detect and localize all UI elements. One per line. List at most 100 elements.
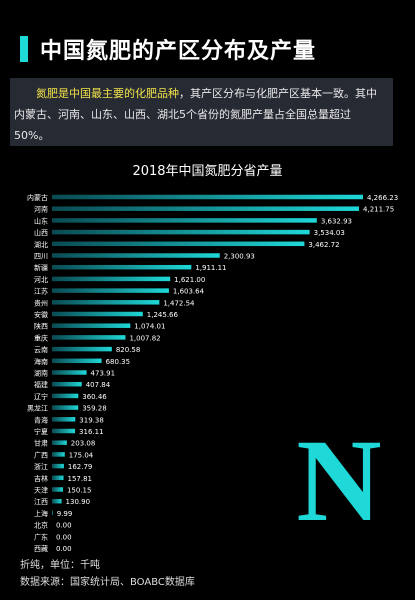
category-label: 江苏 — [34, 287, 48, 296]
bar — [52, 335, 126, 340]
bar — [52, 288, 169, 293]
category-label: 四川 — [34, 253, 48, 261]
page-title: 中国氮肥的产区分布及产量 — [40, 39, 317, 64]
bar — [52, 393, 79, 399]
value-label: 1,245.66 — [147, 311, 179, 319]
value-label: 0.00 — [56, 533, 72, 541]
value-label: 157.81 — [68, 475, 93, 483]
category-label: 新疆 — [34, 263, 48, 272]
intro-text: 氮肥是中国最主要的化肥品种，其产区分布与化肥产区基本一致。其中内蒙古、河南、山东… — [14, 83, 386, 146]
bar — [52, 498, 62, 504]
value-label: 1,621.00 — [174, 276, 205, 284]
value-label: 407.84 — [86, 381, 111, 389]
bar — [52, 510, 53, 516]
bar — [52, 487, 63, 492]
value-label: 1,074.01 — [134, 323, 165, 331]
bar — [52, 381, 82, 387]
bar — [52, 264, 192, 270]
bar — [52, 428, 76, 434]
category-label: 吉林 — [34, 474, 48, 483]
n-logo: N — [296, 430, 381, 530]
value-label: 4,211.75 — [363, 206, 394, 214]
value-label: 1,472.54 — [163, 299, 195, 307]
category-label: 福建 — [34, 380, 48, 389]
category-label: 云南 — [34, 345, 48, 354]
category-label: 河南 — [34, 205, 48, 214]
value-label: 316.11 — [79, 428, 104, 436]
value-label: 9.99 — [57, 510, 73, 518]
bar — [52, 206, 360, 211]
bar — [52, 241, 305, 247]
bar — [52, 440, 67, 445]
value-label: 359.28 — [82, 405, 107, 413]
bar — [52, 452, 65, 457]
bar — [52, 475, 64, 481]
category-label: 重庆 — [34, 333, 48, 342]
unit-note: 折纯，单位：千吨 — [20, 560, 100, 571]
category-label: 宁夏 — [34, 427, 48, 436]
value-label: 150.15 — [67, 487, 92, 495]
value-label: 3,534.03 — [314, 229, 345, 237]
bar — [52, 311, 143, 317]
bar — [52, 346, 112, 352]
category-label: 安徽 — [34, 310, 48, 319]
category-label: 西藏 — [34, 544, 48, 553]
category-label: 内蒙古 — [27, 193, 48, 202]
value-label: 175.04 — [69, 451, 94, 459]
category-label: 浙江 — [34, 462, 48, 471]
category-label: 甘肃 — [34, 439, 48, 448]
value-label: 3,462.72 — [308, 241, 339, 249]
value-label: 0.00 — [56, 545, 72, 553]
bar — [52, 405, 79, 410]
bar — [52, 370, 87, 375]
value-label: 820.58 — [116, 346, 141, 354]
bar — [52, 463, 64, 469]
value-label: 1,603.64 — [173, 288, 205, 296]
category-label: 海南 — [34, 357, 48, 366]
category-label: 上海 — [34, 509, 48, 518]
value-label: 1,911.11 — [195, 264, 226, 272]
category-label: 广东 — [34, 532, 48, 541]
value-label: 162.79 — [68, 463, 93, 471]
chart-title: 2018年中国氮肥分省产量 — [132, 164, 283, 179]
category-label: 青海 — [34, 415, 48, 424]
intro-rest: ，其产区分布与化肥产区基本一致。其中内蒙古、河南、山东、山西、湖北5个省份的氮肥… — [14, 87, 377, 142]
bar — [52, 300, 160, 305]
category-label: 天津 — [34, 487, 48, 495]
bar — [52, 194, 363, 200]
category-label: 湖北 — [34, 240, 48, 249]
category-label: 江西 — [34, 498, 48, 506]
title-accent-bar — [20, 36, 28, 62]
bar — [52, 417, 76, 422]
category-label: 湖南 — [34, 369, 48, 378]
value-label: 319.38 — [79, 416, 104, 424]
category-label: 黑龙江 — [27, 404, 48, 413]
bar — [52, 276, 171, 282]
intro-highlight: 氮肥是中国最主要的化肥品种 — [36, 87, 179, 100]
value-label: 680.35 — [106, 358, 131, 366]
bar — [52, 229, 310, 235]
category-label: 北京 — [34, 521, 48, 530]
bar — [52, 323, 131, 328]
intro-panel — [10, 78, 393, 146]
category-label: 贵州 — [34, 298, 48, 307]
category-label: 山西 — [34, 228, 48, 237]
value-label: 4,266.23 — [367, 194, 398, 202]
value-label: 0.00 — [56, 522, 72, 530]
category-label: 陕西 — [34, 322, 48, 331]
value-label: 473.91 — [91, 370, 116, 378]
bar — [52, 253, 220, 258]
category-label: 山东 — [34, 216, 48, 225]
value-label: 1,007.82 — [129, 334, 160, 342]
value-label: 130.90 — [66, 498, 91, 506]
bar — [52, 218, 317, 223]
n-logo-letter: N — [296, 430, 381, 530]
category-label: 河北 — [34, 276, 48, 284]
value-label: 2,300.93 — [224, 253, 255, 261]
category-label: 辽宁 — [34, 392, 48, 401]
category-label: 广西 — [34, 450, 48, 459]
value-label: 3,632.93 — [321, 217, 352, 225]
value-label: 203.08 — [71, 440, 96, 448]
source-note: 数据来源：国家统计局、BOABC数据库 — [20, 577, 195, 588]
